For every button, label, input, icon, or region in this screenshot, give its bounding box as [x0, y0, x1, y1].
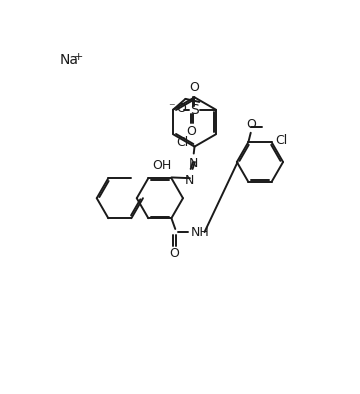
- Text: NH: NH: [191, 226, 210, 238]
- Text: N: N: [188, 157, 198, 170]
- Text: O: O: [246, 118, 256, 131]
- Text: Na: Na: [60, 53, 79, 67]
- Text: N: N: [185, 174, 194, 187]
- Text: +: +: [74, 52, 83, 61]
- Text: S: S: [190, 103, 199, 117]
- Text: O: O: [189, 81, 199, 94]
- Text: O: O: [176, 102, 186, 115]
- Text: ⁻: ⁻: [168, 101, 175, 114]
- Text: O: O: [186, 125, 196, 138]
- Text: OH: OH: [152, 159, 171, 172]
- Text: O: O: [170, 247, 179, 260]
- Text: Cl: Cl: [275, 134, 288, 147]
- Text: Cl: Cl: [176, 136, 189, 149]
